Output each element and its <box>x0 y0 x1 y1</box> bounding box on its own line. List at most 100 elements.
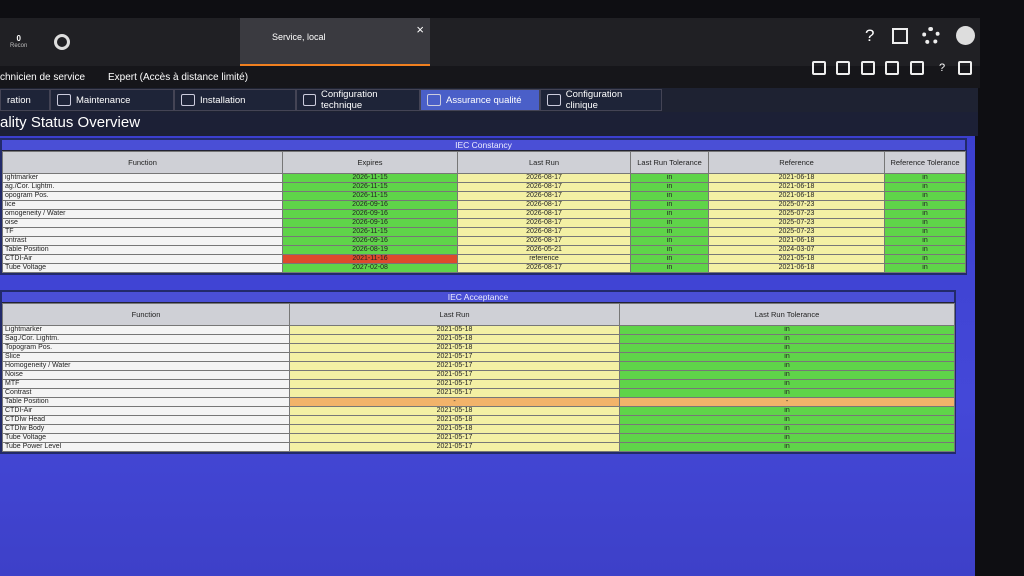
access-level: Expert (Accès à distance limité) <box>108 72 249 83</box>
value-cell: reference <box>457 254 631 264</box>
logout-icon[interactable] <box>958 61 972 75</box>
table-row: ontrast 2026-09-16 2026-08-17 in 2021-06-18 i… <box>2 236 966 246</box>
value-cell: 2024-03-07 <box>708 245 885 255</box>
tab-icon <box>547 94 561 106</box>
value-cell: in <box>619 442 955 452</box>
table-row: Contrast 2021-05-17 in <box>2 388 955 398</box>
header-row: Function Last Run Last Run Tolerance <box>2 303 955 326</box>
tab[interactable]: Configuration clinique <box>540 89 662 111</box>
table-row: Tube Voltage 2027-02-08 2026-08-17 in 2021-0… <box>2 263 966 273</box>
value-cell: in <box>630 191 709 201</box>
session-label: Service, local <box>272 32 326 42</box>
value-cell: 2021-06-18 <box>708 263 885 273</box>
function-cell: ag./Cor. Lightm. <box>2 182 283 192</box>
table-grid: Function Expires Last Run Last Run Toleranc… <box>2 151 966 273</box>
column-header: Expires <box>282 151 458 174</box>
value-cell: in <box>884 182 966 192</box>
function-cell: Noise <box>2 370 290 380</box>
value-cell: 2021-05-17 <box>289 442 620 452</box>
function-cell: opogram Pos. <box>2 191 283 201</box>
table-row: oise 2026-09-16 2026-08-17 in 2025-07-23 in <box>2 218 966 228</box>
tab[interactable]: Configuration technique <box>296 89 420 111</box>
tab-label: Configuration clinique <box>565 89 623 111</box>
value-cell: 2026-09-16 <box>282 218 458 228</box>
user-icon[interactable] <box>956 26 975 45</box>
qa-table: IEC Acceptance Function Last Run Last Run T… <box>0 290 956 454</box>
tab-icon <box>57 94 71 106</box>
column-header: Function <box>2 151 283 174</box>
value-cell: 2026-09-16 <box>282 200 458 210</box>
recon-button[interactable]: 0 Recon <box>10 34 27 49</box>
help-icon[interactable]: ? <box>865 26 875 45</box>
title-bar <box>0 112 978 136</box>
value-cell: 2026-11-15 <box>282 182 458 192</box>
settings-icon[interactable] <box>922 27 940 45</box>
tab-label: Installation <box>200 94 246 106</box>
function-cell: lice <box>2 200 283 210</box>
function-cell: Homogeneity / Water <box>2 361 290 371</box>
scan-icon[interactable] <box>54 34 70 50</box>
chart-icon[interactable] <box>885 61 899 75</box>
value-cell: 2026-08-17 <box>457 182 631 192</box>
value-cell: in <box>630 245 709 255</box>
function-cell: CTDI-Air <box>2 254 283 264</box>
column-header: Last Run <box>457 151 631 174</box>
function-cell: omogeneity / Water <box>2 209 283 219</box>
value-cell: 2026-08-19 <box>282 245 458 255</box>
value-cell: 2021-05-17 <box>289 361 620 371</box>
value-cell: 2025-07-23 <box>708 209 885 219</box>
tab-bar: ration Maintenance Installation Configurati… <box>0 88 978 112</box>
doc-icon[interactable] <box>861 61 875 75</box>
function-cell: CTDIw Body <box>2 424 290 434</box>
value-cell: in <box>630 254 709 264</box>
function-cell: ontrast <box>2 236 283 246</box>
tab[interactable]: Assurance qualité <box>420 89 540 111</box>
value-cell: 2026-11-15 <box>282 227 458 237</box>
value-cell: 2021-05-18 <box>289 424 620 434</box>
function-cell: MTF <box>2 379 290 389</box>
session-tab[interactable]: Service, local × <box>240 18 430 66</box>
copy-icon[interactable] <box>910 61 924 75</box>
value-cell: - <box>619 397 955 407</box>
help-small[interactable]: ? <box>939 62 946 74</box>
value-cell: in <box>630 173 709 183</box>
value-cell: 2021-05-17 <box>289 352 620 362</box>
value-cell: 2021-05-18 <box>289 406 620 416</box>
value-cell: 2026-08-17 <box>457 200 631 210</box>
value-cell: in <box>884 245 966 255</box>
table-title: IEC Constancy <box>2 140 965 151</box>
tab[interactable]: Maintenance <box>50 89 174 111</box>
value-cell: 2026-09-16 <box>282 236 458 246</box>
table-row: Lightmarker 2021-05-18 in <box>2 325 955 335</box>
value-cell: in <box>619 433 955 443</box>
tools-icon[interactable] <box>836 61 850 75</box>
value-cell: in <box>619 388 955 398</box>
value-cell: 2027-02-08 <box>282 263 458 273</box>
table-row: omogeneity / Water 2026-09-16 2026-08-17 in… <box>2 209 966 219</box>
function-cell: Tube Voltage <box>2 433 290 443</box>
function-cell: Table Position <box>2 397 290 407</box>
table-row: CTDI-Air 2021-11-16 reference in 2021-05-18 i… <box>2 254 966 264</box>
value-cell: 2021-06-18 <box>708 182 885 192</box>
value-cell: in <box>630 227 709 237</box>
column-header: Last Run Tolerance <box>630 151 709 174</box>
value-cell: in <box>630 263 709 273</box>
value-cell: in <box>630 209 709 219</box>
column-header: Last Run Tolerance <box>619 303 955 326</box>
tab[interactable]: Installation <box>174 89 296 111</box>
function-cell: CTDIw Head <box>2 415 290 425</box>
column-header: Reference Tolerance <box>884 151 966 174</box>
value-cell: 2021-05-17 <box>289 388 620 398</box>
value-cell: in <box>619 415 955 425</box>
function-cell: oise <box>2 218 283 228</box>
close-button[interactable]: × <box>416 22 424 37</box>
tab[interactable]: ration <box>0 89 50 111</box>
top-bar: 0 Recon Service, local × ? <box>0 18 980 66</box>
home-icon[interactable] <box>812 61 826 75</box>
value-cell: 2021-06-18 <box>708 191 885 201</box>
value-cell: in <box>619 406 955 416</box>
value-cell: in <box>884 227 966 237</box>
table-grid: Function Last Run Last Run Tolerance Lightm… <box>2 303 955 452</box>
table-row: ag./Cor. Lightm. 2026-11-15 2026-08-17 in 20… <box>2 182 966 192</box>
windows-icon[interactable] <box>892 28 908 44</box>
